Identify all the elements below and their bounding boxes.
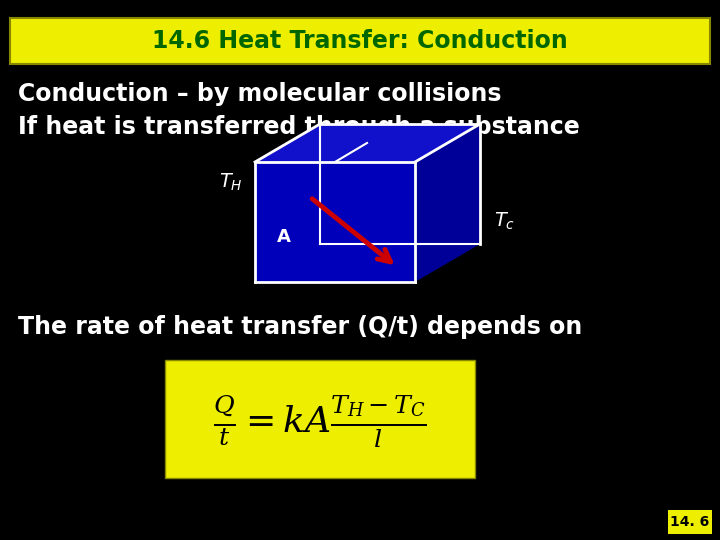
Bar xyxy=(668,510,712,534)
Bar xyxy=(165,360,475,478)
Polygon shape xyxy=(415,124,480,282)
Bar xyxy=(10,18,710,64)
Text: $T_c$: $T_c$ xyxy=(494,211,516,232)
Text: The rate of heat transfer (Q/t) depends on: The rate of heat transfer (Q/t) depends … xyxy=(18,315,582,339)
Polygon shape xyxy=(255,124,480,162)
Bar xyxy=(255,162,415,282)
Text: A: A xyxy=(277,228,291,246)
Text: 14. 6: 14. 6 xyxy=(670,515,710,529)
Text: Conduction – by molecular collisions: Conduction – by molecular collisions xyxy=(18,82,502,106)
Text: 14.6 Heat Transfer: Conduction: 14.6 Heat Transfer: Conduction xyxy=(152,29,568,53)
Text: If heat is transferred through a substance: If heat is transferred through a substan… xyxy=(18,115,580,139)
Text: $T_H$: $T_H$ xyxy=(219,172,243,193)
Text: $\frac{Q}{t} = kA\frac{T_H - T_C}{l}$: $\frac{Q}{t} = kA\frac{T_H - T_C}{l}$ xyxy=(213,394,427,450)
